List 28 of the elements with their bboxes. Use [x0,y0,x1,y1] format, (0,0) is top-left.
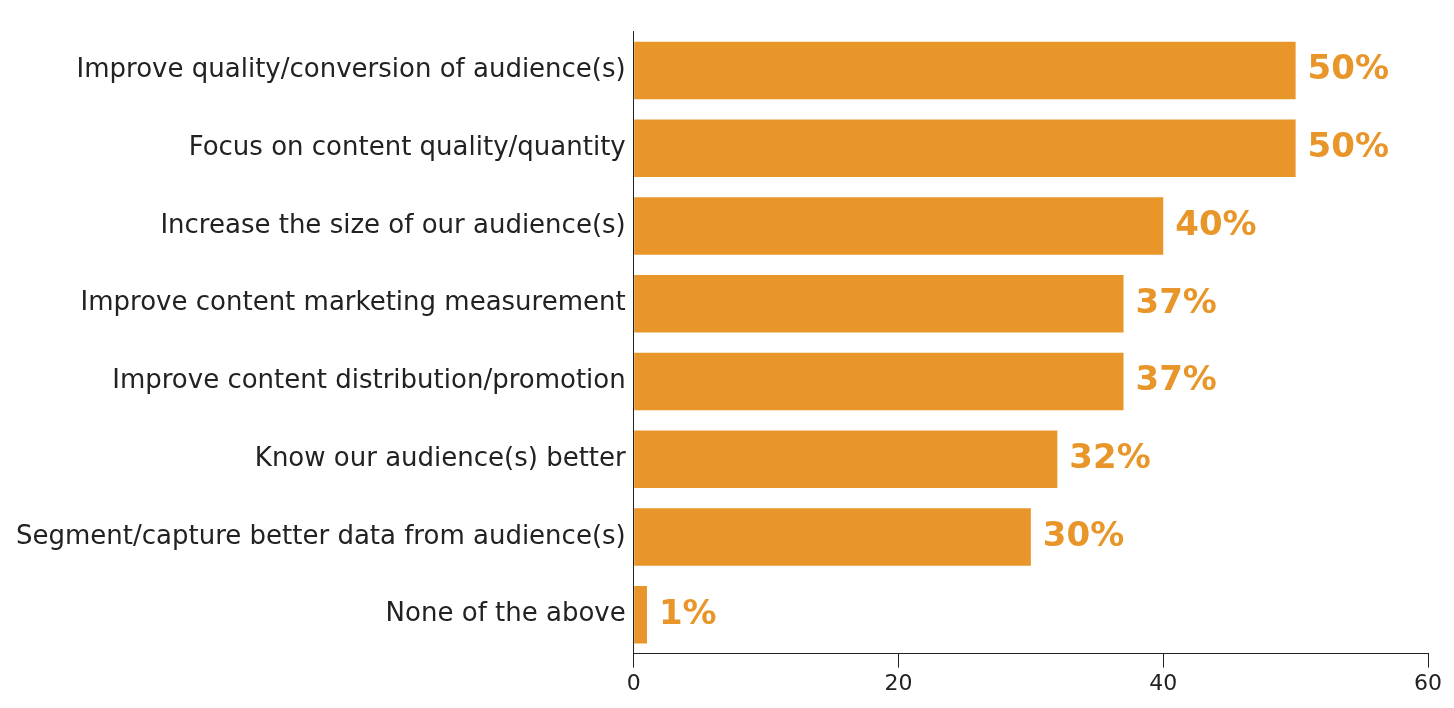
bar [634,430,1058,488]
y-tick-label: Improve content distribution/promotion [112,364,626,395]
x-tick-label: 60 [1414,669,1442,695]
y-tick-label: Focus on content quality/quantity [188,130,626,161]
data-label: 50% [1307,125,1390,166]
bar [634,41,1296,100]
x-tick-label: 40 [1149,669,1178,695]
bar [634,352,1124,411]
y-tick-label: Improve quality/conversion of audience(s) [76,53,626,84]
bar [634,585,647,644]
bar [634,197,1164,255]
data-label: 30% [1042,513,1125,554]
bar [634,119,1296,177]
data-label: 1% [658,591,717,632]
data-label: 32% [1069,436,1151,477]
data-label: 40% [1175,202,1257,243]
data-label: 50% [1307,47,1390,88]
y-tick-label: Improve content marketing measurement [80,286,626,317]
data-label: 37% [1135,358,1217,399]
y-tick-label: None of the above [385,597,626,628]
bar [634,274,1124,333]
y-tick-label: Segment/capture better data from audience(s) [16,519,626,550]
x-tick-label: 0 [626,669,641,695]
bar [634,508,1031,566]
y-tick-label: Know our audience(s) better [254,441,627,472]
x-tick-label: 20 [884,669,913,695]
data-label: 37% [1135,280,1217,321]
y-tick-label: Increase the size of our audience(s) [160,208,626,239]
